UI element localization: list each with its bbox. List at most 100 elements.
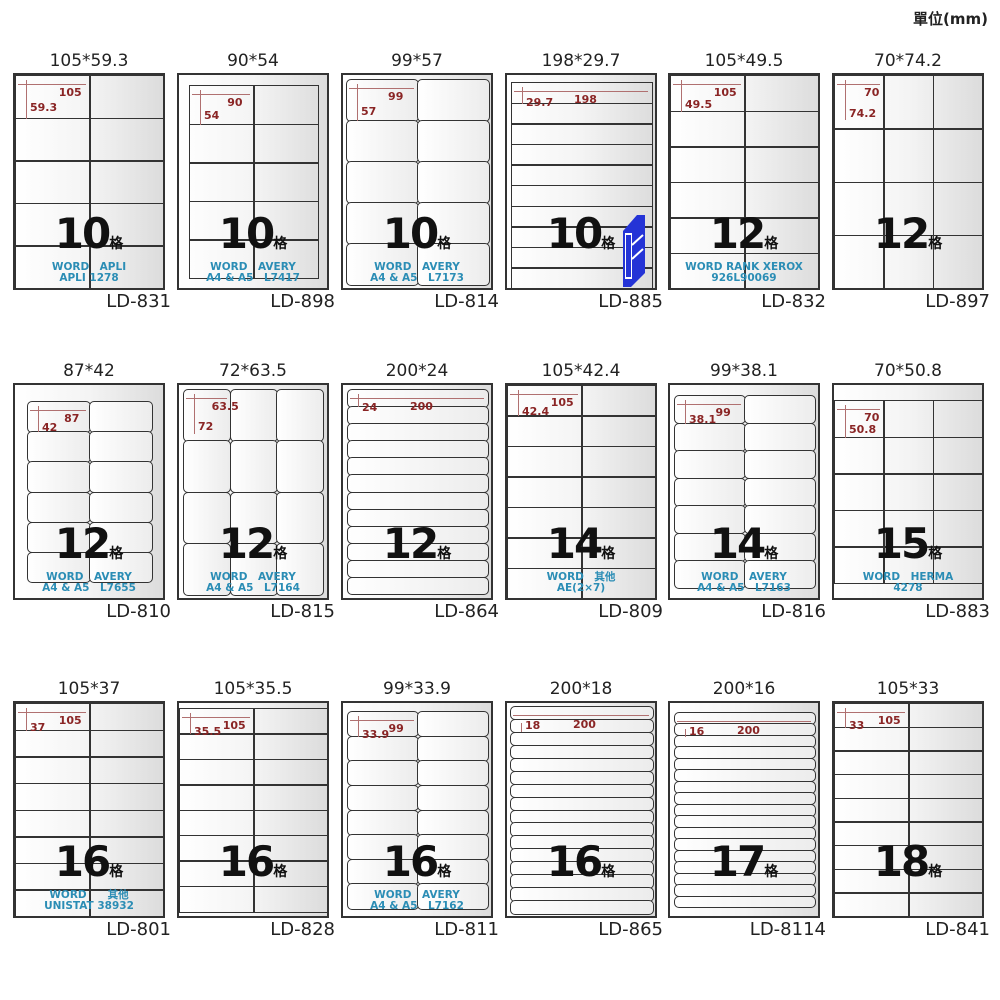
sheet-diagram: 99 38.1 14格 WORD AVERY A4 & A5 L7163: [668, 383, 820, 600]
label-cell: [189, 239, 255, 280]
label-size: 70*50.8: [874, 361, 942, 381]
label-cell: [744, 450, 816, 480]
label-cell: [744, 505, 816, 535]
width-dimension: 87: [64, 412, 80, 425]
label-cell: [179, 733, 255, 761]
label-count: 10格: [179, 213, 327, 255]
sheet-diagram: 105 37 16格 WORD 其他 UNISTAT 38932: [13, 701, 165, 918]
label-cell: [510, 770, 654, 786]
height-dimension: 54: [204, 109, 220, 123]
height-arrow: [521, 723, 522, 732]
label-count: 16格: [343, 841, 491, 883]
sheet-diagram: 105 42.4 14格 WORD 其他 AE(2×7): [505, 383, 657, 600]
count-suffix: 格: [601, 864, 616, 880]
brand-line-2: A4 & A5 L7417: [206, 272, 300, 284]
compatible-brands: WORD APLI APLI 1278: [15, 262, 163, 284]
label-sheet-card[interactable]: 105*59.3 105 59.3 10格 WORD APLI APLI 1278…: [13, 51, 171, 351]
label-size: 200*24: [385, 361, 449, 381]
label-cell: [253, 834, 327, 862]
brand-line-1: WORD AVERY: [210, 261, 296, 273]
label-sheet-card[interactable]: 105*42.4 105 42.4 14格 WORD 其他 AE(2×7) LD-…: [505, 361, 663, 661]
height-dimension: 24: [362, 401, 378, 415]
width-arrow: [350, 720, 414, 721]
label-cell: [674, 422, 746, 452]
brand-line-2: 926L90069: [711, 272, 777, 284]
label-cell: [883, 546, 935, 585]
product-code: LD-841: [925, 919, 990, 940]
label-sheet-card[interactable]: 99*57 99 57 10格 WORD AVERY A4 & A5 L7173 …: [341, 51, 499, 351]
product-code: LD-810: [106, 601, 171, 622]
label-cell: [347, 784, 419, 811]
label-sheet-card[interactable]: 70*74.2 70 74.2 12格 LD-897: [832, 51, 990, 351]
label-cell: [674, 505, 746, 535]
sheet-diagram: 87 42 12格 WORD AVERY A4 & A5 L7655: [13, 383, 165, 600]
sheet-diagram: 200 18 16格: [505, 701, 657, 918]
label-size: 72*63.5: [219, 361, 287, 381]
count-suffix: 格: [273, 546, 288, 562]
label-cell: [276, 491, 325, 545]
label-sheet-card[interactable]: 70*50.8 70 50.8 15格 WORD HERMA 4278 LD-88…: [832, 361, 990, 661]
height-dimension: 72: [198, 420, 214, 434]
label-cell: [89, 491, 153, 524]
count-number: 16: [218, 837, 275, 886]
label-sheet-card[interactable]: 105*37 105 37 16格 WORD 其他 UNISTAT 38932 L…: [13, 679, 171, 979]
count-suffix: 格: [764, 864, 779, 880]
label-sheet-card[interactable]: 90*54 90 54 10格 WORD AVERY A4 & A5 L7417 …: [177, 51, 335, 351]
sheet-diagram: 198 29.7 10格: [505, 73, 657, 290]
label-cell: [834, 473, 885, 512]
label-sheet-card[interactable]: 87*42 87 42 12格 WORD AVERY A4 & A5 L7655 …: [13, 361, 171, 661]
label-cell: [183, 491, 232, 545]
label-cell: [908, 774, 982, 800]
label-sheet-card[interactable]: 105*33 105 33 18格 LD-841: [832, 679, 990, 979]
sheet-diagram: 99 57 10格 WORD AVERY A4 & A5 L7173: [341, 73, 493, 290]
height-arrow: [190, 713, 191, 735]
height-arrow: [200, 90, 201, 125]
product-code: LD-831: [106, 291, 171, 312]
label-cell: [834, 726, 910, 752]
sheet-diagram: 99 33.9 16格 WORD AVERY A4 & A5 L7162: [341, 701, 493, 918]
count-number: 16: [54, 837, 111, 886]
label-cell: [276, 389, 325, 442]
label-cell: [253, 708, 327, 735]
label-cell: [417, 120, 490, 163]
label-sheet-card[interactable]: 72*63.5 63.5 72 12格 WORD AVERY A4 & A5 L7…: [177, 361, 335, 661]
height-dimension: 29.7: [526, 96, 554, 110]
label-cell: [347, 735, 419, 762]
label-cell: [89, 703, 163, 732]
label-cell: [347, 760, 419, 787]
product-code: LD-883: [925, 601, 990, 622]
width-dimension: 99: [715, 406, 731, 419]
label-sheet-card[interactable]: 105*49.5 105 49.5 12格 WORD RANK XEROX 926…: [668, 51, 826, 351]
label-cell: [507, 567, 583, 598]
label-cell: [15, 729, 91, 758]
label-cell: [15, 756, 91, 785]
label-cell: [883, 75, 935, 130]
label-cell: [15, 809, 91, 838]
label-sheet-card[interactable]: 200*24 200 24 12格 LD-864: [341, 361, 499, 661]
label-cell: [908, 797, 982, 823]
height-dimension: 38.1: [689, 413, 717, 427]
width-arrow: [510, 394, 578, 395]
label-cell: [581, 537, 655, 570]
label-cell: [253, 85, 319, 126]
label-count: 12格: [834, 213, 982, 255]
label-sheet-card[interactable]: 200*16 200 16 17格 LD-8114: [668, 679, 826, 979]
label-sheet-card[interactable]: 99*33.9 99 33.9 16格 WORD AVERY A4 & A5 L7…: [341, 679, 499, 979]
height-arrow: [26, 708, 27, 731]
label-cell: [932, 546, 982, 585]
width-arrow: [677, 404, 741, 405]
label-cell: [89, 521, 153, 554]
label-count: 12格: [15, 523, 163, 565]
label-sheet-card[interactable]: 105*35.5 105 35.5 16格 LD-828: [177, 679, 335, 979]
label-sheet-card[interactable]: 198*29.7 198 29.7 10格 LD-885: [505, 51, 663, 351]
label-cell: [347, 809, 419, 836]
label-cell: [253, 733, 327, 761]
label-sheet-card[interactable]: 99*38.1 99 38.1 14格 WORD AVERY A4 & A5 L7…: [668, 361, 826, 661]
label-sheet-card[interactable]: 200*18 200 18 16格 LD-865: [505, 679, 663, 979]
label-cell: [670, 146, 746, 183]
height-arrow: [38, 406, 39, 433]
width-dimension: 70: [864, 86, 880, 99]
label-cell: [89, 809, 163, 838]
height-arrow: [845, 405, 846, 438]
product-code: LD-809: [598, 601, 663, 622]
